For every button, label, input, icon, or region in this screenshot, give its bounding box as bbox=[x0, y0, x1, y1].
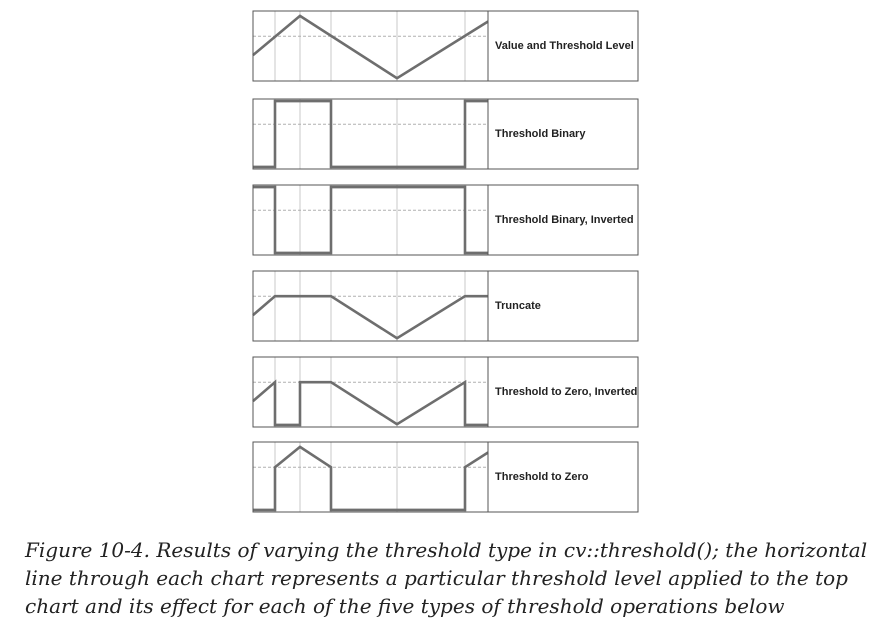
panel-label: Truncate bbox=[495, 300, 541, 312]
panel-label: Threshold to Zero bbox=[495, 471, 589, 483]
figure-caption: Figure 10-4. Results of varying the thre… bbox=[25, 538, 868, 618]
panel-label: Threshold to Zero, Inverted bbox=[495, 386, 637, 398]
signal-waveform bbox=[252, 379, 488, 427]
panel-binary-inv: Threshold Binary, Inverted bbox=[252, 184, 639, 256]
panel-frame bbox=[252, 356, 639, 428]
signal-waveform bbox=[252, 14, 489, 80]
signal-waveform bbox=[253, 185, 488, 255]
signal-waveform bbox=[253, 99, 488, 169]
panel-label: Value and Threshold Level bbox=[495, 40, 634, 52]
panel-label: Threshold Binary, Inverted bbox=[495, 214, 634, 226]
panel-tozero: Threshold to Zero bbox=[252, 441, 639, 513]
panels-group: Value and Threshold Level Threshold Binar… bbox=[252, 10, 639, 513]
panel-frame bbox=[252, 10, 639, 82]
threshold-figure: Value and Threshold Level Threshold Binar… bbox=[252, 10, 639, 513]
signal-waveform bbox=[253, 445, 489, 512]
signal-waveform bbox=[252, 294, 488, 340]
panel-tozero-inv: Threshold to Zero, Inverted bbox=[252, 356, 639, 428]
panel-label: Threshold Binary bbox=[495, 128, 586, 140]
panel-frame bbox=[252, 270, 639, 342]
panel-frame bbox=[252, 441, 639, 513]
panel-binary: Threshold Binary bbox=[252, 98, 639, 170]
panel-frame bbox=[252, 184, 639, 256]
panel-truncate: Truncate bbox=[252, 270, 639, 342]
panel-frame bbox=[252, 98, 639, 170]
panel-value: Value and Threshold Level bbox=[252, 10, 639, 82]
